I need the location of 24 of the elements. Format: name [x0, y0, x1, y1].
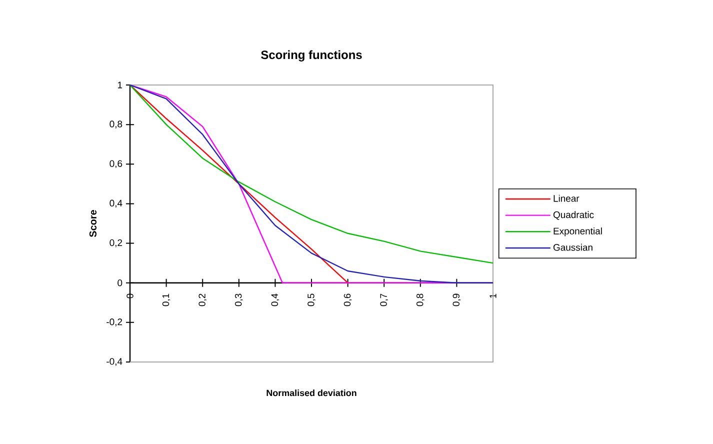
x-tick-label: 0,8: [416, 294, 424, 306]
x-tick-label: 0,7: [380, 294, 388, 306]
legend-label: Gaussian: [553, 244, 592, 251]
x-tick-label: 0,9: [452, 294, 461, 306]
y-tick-label: 0,2: [110, 239, 122, 248]
y-tick-label: 1: [118, 82, 122, 88]
x-tick-label: 0,3: [234, 294, 243, 306]
y-tick-label: 0,8: [110, 120, 122, 128]
x-tick-label: 0,4: [271, 294, 280, 306]
y-axis-title: Score: [89, 210, 96, 238]
x-tick-label: 0,6: [344, 294, 352, 306]
legend-label: Linear: [554, 194, 580, 202]
y-tick-label: 0: [118, 280, 122, 286]
y-tick-label: 0,6: [110, 160, 122, 168]
y-tick-label: 0,4: [110, 200, 122, 208]
y-tick-label: -0,4: [106, 358, 122, 366]
x-tick-label: 0,1: [162, 294, 170, 306]
legend-label: Exponential: [554, 227, 602, 236]
y-tick-label: -0,2: [106, 318, 122, 326]
chart-title: Scoring functions: [261, 50, 362, 62]
x-tick-label: 0,5: [308, 294, 316, 306]
legend-label: Quadratic: [553, 211, 594, 220]
x-axis-title: Normalised deviation: [266, 390, 356, 396]
x-tick-label: 0,2: [198, 294, 207, 306]
